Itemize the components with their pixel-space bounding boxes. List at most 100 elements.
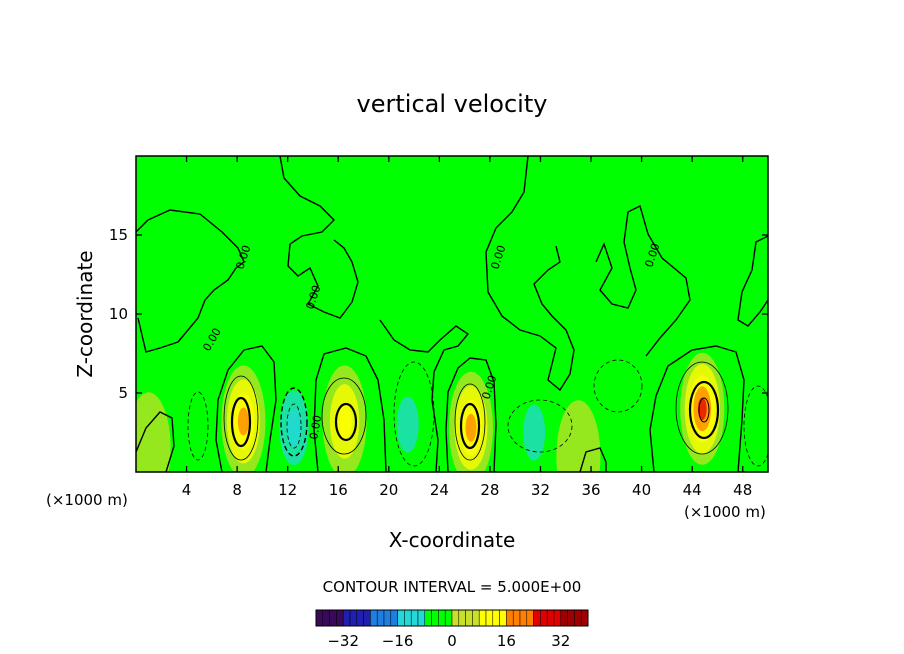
x-tick-label: 40 [632, 481, 651, 499]
colorbar-segment [533, 609, 541, 627]
colorbar-segment [560, 609, 568, 627]
colorbar-segment [451, 609, 460, 627]
colorbar [315, 609, 589, 627]
colorbar-segment [390, 609, 398, 627]
positive-contour-core [459, 402, 481, 450]
x-tick-label: 20 [379, 481, 398, 499]
zero-contour-line [485, 156, 575, 392]
negative-contour-line [286, 403, 302, 449]
colorbar-tick-label: −32 [327, 632, 359, 650]
y-axis-label: Z-coordinate [73, 250, 97, 377]
colorbar-segment [478, 609, 487, 627]
zero-contour-line [279, 156, 359, 319]
colorbar-segment [526, 609, 534, 627]
colorbar-segment [397, 609, 405, 627]
colorbar-segment [540, 609, 548, 627]
colorbar-segment [370, 609, 378, 627]
x-unit-right: (×1000 m) [684, 503, 766, 521]
velocity-level-patch [177, 368, 222, 472]
colorbar-segment [567, 609, 575, 627]
negative-contour-line [393, 361, 435, 467]
velocity-level-patch [337, 402, 352, 441]
colorbar-segment [553, 609, 562, 627]
positive-contour-core [230, 396, 252, 448]
colorbar-segment [574, 609, 582, 627]
zero-contour-line [595, 204, 691, 357]
x-axis-label: X-coordinate [389, 528, 516, 552]
positive-contour-line [321, 377, 367, 455]
colorbar-tick-label: 32 [551, 632, 570, 650]
x-tick-label: 32 [531, 481, 550, 499]
colorbar-tick-label: 0 [447, 632, 457, 650]
colorbar-segment [499, 609, 507, 627]
zero-contour-line [649, 345, 745, 472]
x-tick-label: 28 [480, 481, 499, 499]
negative-contour-line [280, 387, 308, 457]
zero-contour-line [737, 235, 768, 327]
colorbar-segment [546, 609, 555, 627]
colorbar-segment [322, 609, 330, 627]
colorbar-segment [458, 609, 466, 627]
colorbar-segment [410, 609, 419, 627]
heatmap-field [136, 156, 768, 472]
colorbar-segment [485, 609, 494, 627]
y-tick-label: 15 [109, 226, 128, 244]
colorbar-segment [342, 609, 351, 627]
colorbar-segment [404, 609, 412, 627]
colorbar-segment [329, 609, 337, 627]
x-tick-label: 4 [182, 481, 192, 499]
zero-contour-line [215, 345, 277, 472]
velocity-level-patch [556, 400, 601, 472]
contour-lines [136, 156, 768, 472]
zero-contour-line [445, 357, 497, 472]
colorbar-segment [417, 609, 426, 627]
y-tick-label: 5 [118, 384, 128, 402]
colorbar-frame [315, 609, 589, 627]
x-tick-label: 48 [733, 481, 752, 499]
negative-contour-line [743, 385, 768, 467]
y-tick-label: 10 [109, 305, 128, 323]
zero-contour-line [313, 347, 387, 472]
colorbar-segment [465, 609, 473, 627]
velocity-level-patch [600, 329, 645, 442]
x-tick-label: 44 [683, 481, 702, 499]
velocity-level-patch [136, 392, 171, 472]
colorbar-segment [383, 609, 392, 627]
colorbar-segment [356, 609, 364, 627]
x-tick-label: 16 [329, 481, 348, 499]
colorbar-segment [376, 609, 385, 627]
colorbar-segment [349, 609, 358, 627]
zero-contour-line [579, 447, 607, 472]
x-tick-label: 8 [232, 481, 242, 499]
colorbar-segment [519, 609, 528, 627]
velocity-level-patch [523, 404, 546, 461]
colorbar-segment [363, 609, 371, 627]
colorbar-segment [424, 609, 432, 627]
colorbar-segment [472, 609, 480, 627]
positive-contour-line [454, 383, 486, 461]
colorbar-ticks: −32 −16 0 16 32 [327, 632, 570, 650]
colorbar-segment [315, 609, 324, 627]
colorbar-segment [336, 609, 344, 627]
zero-contour-line [136, 209, 245, 353]
positive-contour-core [698, 397, 710, 423]
colorbar-segment [492, 609, 500, 627]
contour-label: 0.00 [307, 414, 324, 440]
colorbar-segment [431, 609, 439, 627]
x-tick-label: 12 [278, 481, 297, 499]
negative-contour-line [507, 399, 573, 453]
velocity-level-patch [396, 396, 419, 453]
negative-contour-line [593, 359, 643, 413]
contour-interval-text: CONTOUR INTERVAL = 5.000E+00 [323, 578, 582, 596]
velocity-level-patch [465, 413, 477, 442]
colorbar-segment [438, 609, 446, 627]
x-tick-label: 24 [430, 481, 449, 499]
velocity-level-patch [237, 407, 249, 436]
zero-contour-line [379, 319, 470, 472]
colorbar-segment [444, 609, 453, 627]
colorbar-tick-label: 16 [497, 632, 516, 650]
x-tick-label: 36 [581, 481, 600, 499]
colorbar-tick-label: −16 [382, 632, 414, 650]
